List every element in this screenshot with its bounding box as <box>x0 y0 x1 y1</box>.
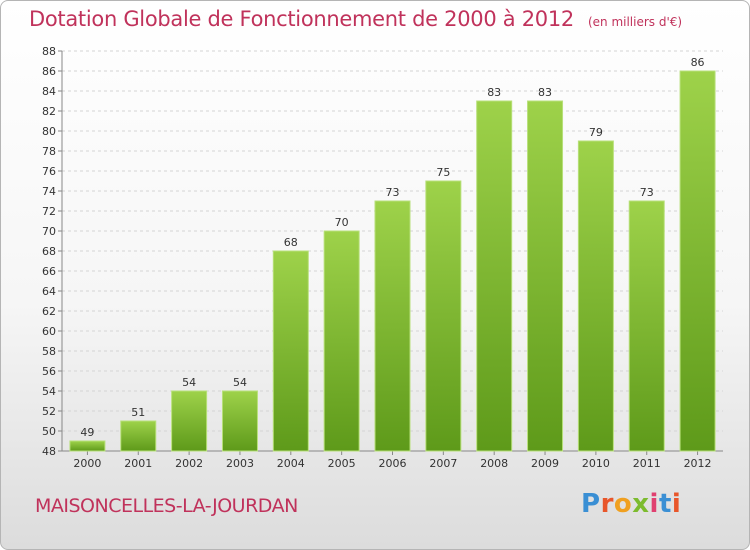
ytick-label: 76 <box>42 165 56 178</box>
ytick-label: 56 <box>42 365 56 378</box>
ytick-label: 54 <box>42 385 56 398</box>
value-label: 86 <box>691 56 705 69</box>
ytick-label: 72 <box>42 205 56 218</box>
bar-2004[interactable] <box>272 250 309 452</box>
xtick-label: 2006 <box>379 457 407 470</box>
bar-2002[interactable] <box>171 390 208 452</box>
value-label: 68 <box>284 236 298 249</box>
title-text: Dotation Globale de Fonctionnement de 20… <box>29 7 574 31</box>
logo-letter: i <box>649 489 659 519</box>
xtick-label: 2003 <box>226 457 254 470</box>
xtick-label: 2001 <box>124 457 152 470</box>
value-label: 54 <box>182 376 196 389</box>
chart-title: Dotation Globale de Fonctionnement de 20… <box>29 7 682 31</box>
ytick-label: 66 <box>42 265 56 278</box>
value-label: 79 <box>589 126 603 139</box>
xtick-label: 2008 <box>480 457 508 470</box>
unit-label: (en milliers d'€) <box>587 15 683 29</box>
ytick-label: 74 <box>42 185 56 198</box>
logo-letter: P <box>581 489 601 519</box>
logo-letter: t <box>658 489 672 519</box>
ytick-label: 68 <box>42 245 56 258</box>
xtick-label: 2012 <box>684 457 712 470</box>
bar-2001[interactable] <box>120 420 157 452</box>
logo-letter: i <box>671 489 682 519</box>
ytick-label: 64 <box>42 285 56 298</box>
bar-2007[interactable] <box>425 180 462 452</box>
bar-2000[interactable] <box>69 440 106 452</box>
xtick-label: 2010 <box>582 457 610 470</box>
value-label: 73 <box>640 186 654 199</box>
bar-2010[interactable] <box>577 140 614 452</box>
value-label: 70 <box>335 216 349 229</box>
xtick-label: 2002 <box>175 457 203 470</box>
xtick-label: 2009 <box>531 457 559 470</box>
ytick-label: 52 <box>42 405 56 418</box>
ytick-label: 78 <box>42 145 56 158</box>
proxiti-logo[interactable]: Proxiti <box>581 489 681 519</box>
logo-letter: x <box>632 489 650 519</box>
bar-2006[interactable] <box>374 200 411 452</box>
ytick-label: 88 <box>42 45 56 58</box>
bar-2005[interactable] <box>323 230 360 452</box>
value-label: 83 <box>487 86 501 99</box>
ytick-label: 50 <box>42 425 56 438</box>
value-label: 49 <box>80 426 94 439</box>
ytick-label: 60 <box>42 325 56 338</box>
axes: 48 50 52 54 56 58 60 62 64 66 68 70 72 74 76 78 80 82 84 86… <box>42 45 723 470</box>
ytick-label: 62 <box>42 305 56 318</box>
ytick-label: 82 <box>42 105 56 118</box>
value-label: 75 <box>436 166 450 179</box>
xtick-label: 2007 <box>429 457 457 470</box>
logo-letter: o <box>613 489 633 519</box>
ytick-label: 84 <box>42 85 56 98</box>
ytick-label: 58 <box>42 345 56 358</box>
value-label: 54 <box>233 376 247 389</box>
value-labels: 49 51 54 54 68 70 73 75 83 83 79 73 86 <box>80 56 704 439</box>
xtick-label: 2000 <box>73 457 101 470</box>
xtick-label: 2004 <box>277 457 305 470</box>
ytick-label: 70 <box>42 225 56 238</box>
value-label: 51 <box>131 406 145 419</box>
bar-2011[interactable] <box>628 200 665 452</box>
bars <box>69 70 716 452</box>
value-label: 83 <box>538 86 552 99</box>
ytick-label: 86 <box>42 65 56 78</box>
logo-letter: r <box>600 489 614 519</box>
bar-2009[interactable] <box>527 100 564 452</box>
value-label: 73 <box>386 186 400 199</box>
bar-2012[interactable] <box>679 70 716 452</box>
ytick-label: 48 <box>42 445 56 458</box>
commune-name: MAISONCELLES-LA-JOURDAN <box>35 495 298 517</box>
xtick-label: 2011 <box>633 457 661 470</box>
ytick-label: 80 <box>42 125 56 138</box>
xtick-label: 2005 <box>328 457 356 470</box>
bar-2008[interactable] <box>476 100 513 452</box>
bar-2003[interactable] <box>221 390 258 452</box>
